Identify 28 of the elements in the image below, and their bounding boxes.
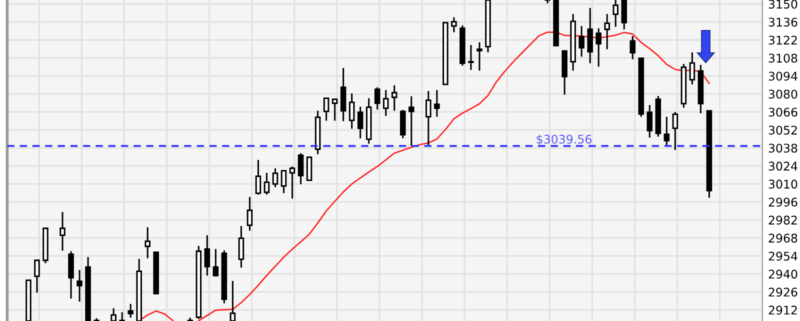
y-tick-label: 2968: [768, 234, 798, 243]
y-tick-label: 3038: [768, 144, 798, 153]
candlestick: [340, 67, 346, 122]
candlestick: [426, 90, 432, 146]
y-tick-label: 2996: [768, 198, 798, 207]
y-tick-label: 2912: [768, 306, 797, 315]
y-tick-label: 3136: [768, 18, 798, 27]
candlestick: [604, 13, 610, 50]
y-tick-label: 3108: [768, 54, 798, 63]
candlestick: [76, 269, 82, 302]
y-tick-label: 3024: [768, 162, 798, 171]
y-tick-label: 2940: [768, 270, 798, 279]
y-tick-label: 3066: [768, 108, 798, 117]
y-tick-label: 2954: [768, 252, 798, 261]
y-tick-label: 3094: [768, 72, 798, 81]
y-tick-label: 3080: [768, 90, 798, 99]
candlestick: [144, 226, 150, 260]
candlestick: [408, 96, 414, 147]
candlestick: [587, 7, 593, 64]
candlestick: [391, 84, 398, 112]
ref-line-label: $3039.56: [536, 134, 592, 146]
y-tick-label: 3122: [768, 36, 797, 45]
y-tick-label: 3052: [768, 126, 797, 135]
y-tick-label: 2982: [768, 216, 797, 225]
candlestick: [60, 211, 66, 252]
y-tick-label: 2926: [768, 288, 798, 297]
y-tick-label: 3150: [768, 0, 798, 9]
y-tick-label: 3010: [768, 180, 798, 189]
